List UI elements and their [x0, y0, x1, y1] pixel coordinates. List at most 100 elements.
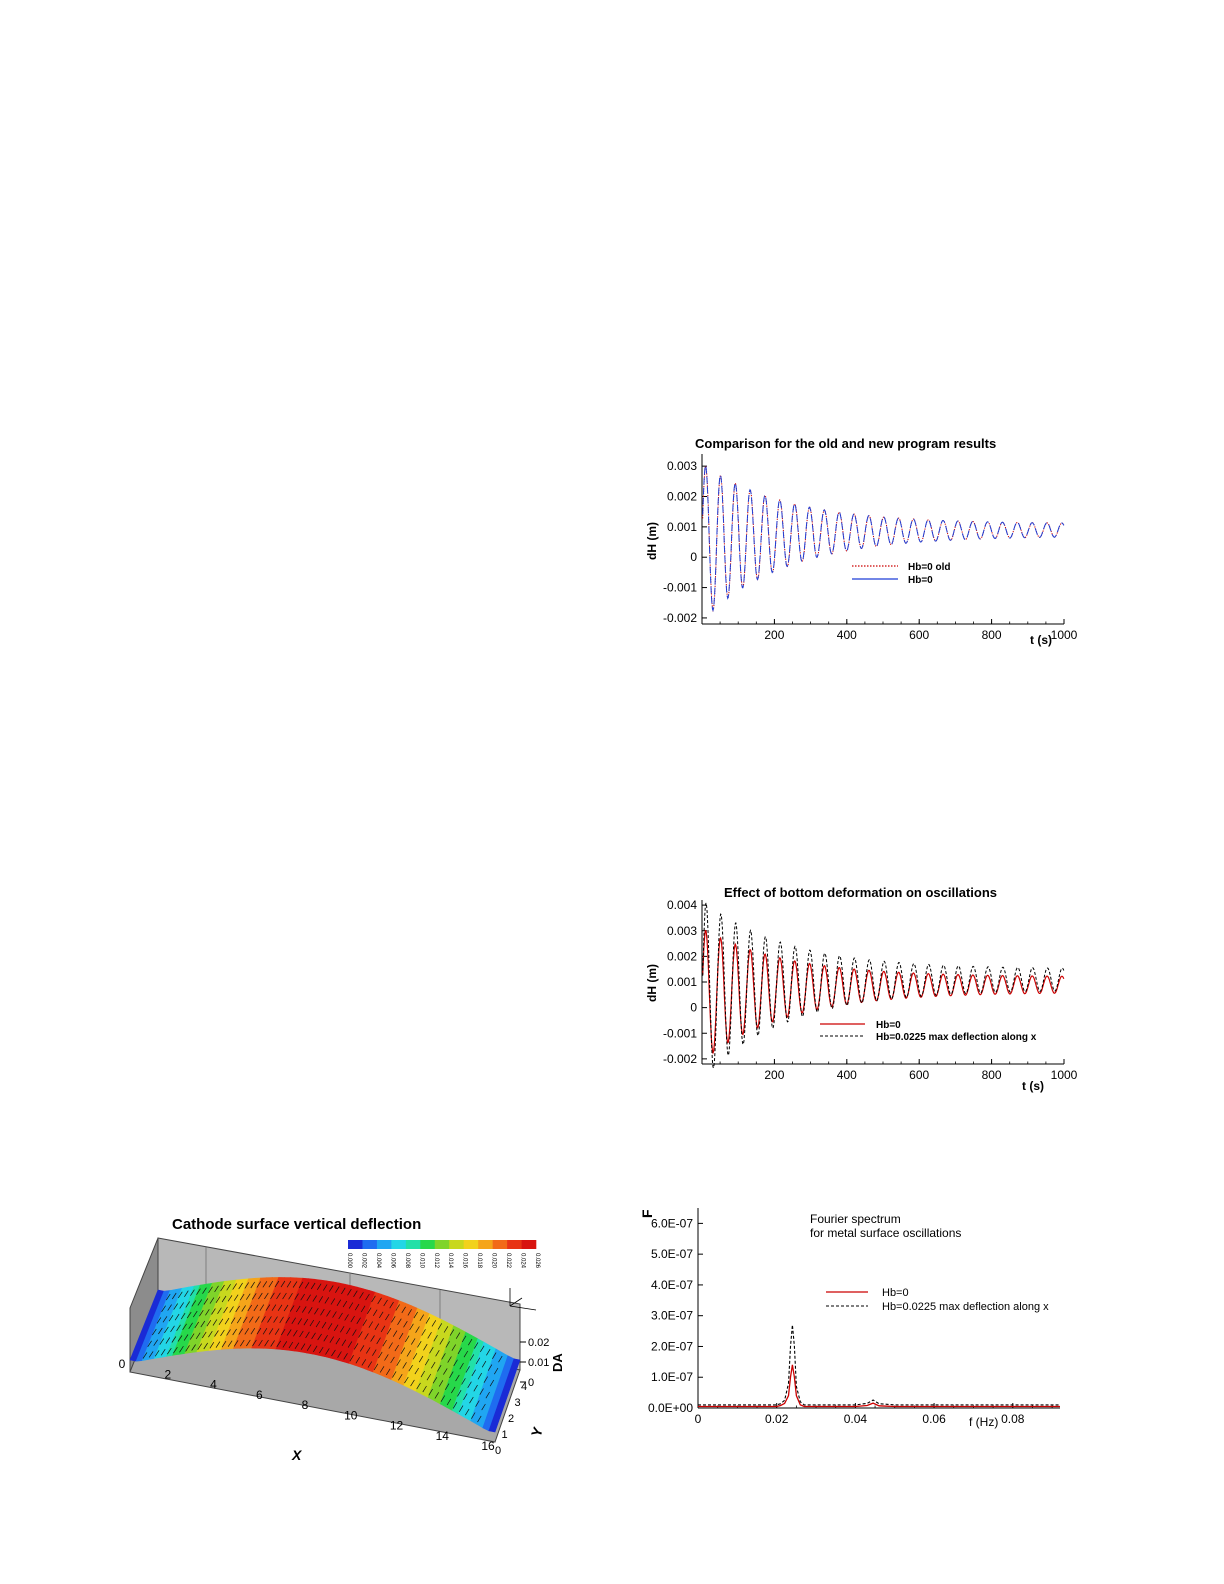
contour-line: [214, 1285, 219, 1293]
contour-line: [252, 1339, 257, 1347]
contour-line: [267, 1316, 272, 1323]
x-ticks: 0 2 4 6 8 10 12 14 16: [119, 1357, 495, 1453]
contour-line: [341, 1339, 347, 1346]
contour-line: [359, 1345, 365, 1352]
contour-line: [347, 1289, 352, 1296]
contour-line: [208, 1286, 213, 1293]
contour-line: [247, 1304, 252, 1312]
contour-line: [261, 1316, 266, 1323]
legend-label-hb0-old: Hb=0 old: [908, 562, 951, 573]
contour-line: [265, 1304, 271, 1311]
series-hb0: [698, 1364, 1060, 1408]
contour-line: [475, 1400, 480, 1407]
contour-line: [205, 1309, 210, 1316]
contour-line: [268, 1280, 274, 1288]
contour-line: [469, 1354, 475, 1361]
contour-line: [410, 1379, 415, 1387]
contour-line: [459, 1362, 464, 1370]
contour-line: [392, 1371, 397, 1378]
contour-line: [202, 1331, 207, 1339]
x-axis-label: t (s): [1030, 633, 1052, 647]
contour-line: [233, 1294, 239, 1301]
chart-title: Comparison for the old and new program r…: [695, 436, 996, 451]
y-tick-label: 0.002: [667, 949, 697, 963]
contour-line: [358, 1331, 363, 1338]
contour-line: [428, 1388, 433, 1396]
contour-line: [391, 1316, 396, 1323]
contour-line: [340, 1326, 345, 1333]
contour-line: [156, 1317, 162, 1324]
y-axis-label: F: [639, 1209, 655, 1218]
contour-line: [475, 1357, 481, 1365]
contour-line: [366, 1347, 371, 1354]
colorbar-swatch: [521, 1240, 537, 1249]
contour-line: [451, 1344, 456, 1351]
contour-line: [379, 1366, 385, 1373]
contour-line: [487, 1364, 493, 1371]
contour-line: [277, 1304, 283, 1311]
contour-line: [170, 1325, 175, 1333]
contour-line: [218, 1318, 224, 1325]
contour-line: [162, 1316, 168, 1323]
contour-line: [167, 1304, 172, 1311]
contour-line: [352, 1329, 357, 1336]
contour-line: [209, 1297, 215, 1304]
contour-line: [443, 1326, 449, 1333]
y-tick-label: 0.003: [667, 924, 697, 938]
x-tick-label: 0: [119, 1357, 126, 1371]
contour-line: [154, 1350, 160, 1357]
colorbar-label: 0.004: [375, 1253, 381, 1269]
contour-line: [443, 1368, 448, 1375]
contour-line: [323, 1335, 328, 1342]
colorbar-label: 0.016: [462, 1253, 468, 1269]
contour-line: [332, 1311, 337, 1318]
contour-line: [452, 1402, 458, 1409]
contour-line: [308, 1307, 313, 1314]
y-tick-label: 6.0E-07: [651, 1216, 693, 1230]
contour-line: [431, 1361, 436, 1369]
contour-line: [432, 1377, 438, 1384]
x-tick-label: 8: [302, 1398, 309, 1412]
colorbar-swatch: [492, 1240, 508, 1249]
contour-line: [283, 1304, 289, 1312]
contour-line: [255, 1316, 260, 1323]
contour-line: [461, 1378, 466, 1385]
contour-line: [413, 1311, 418, 1319]
contour-line: [324, 1297, 330, 1304]
contour-line: [211, 1308, 216, 1315]
colorbar-swatch: [391, 1240, 407, 1249]
y-tick-label: 0.002: [667, 490, 697, 504]
y-tick-label: 0.001: [667, 520, 697, 534]
colorbar-label: 0.010: [418, 1253, 424, 1269]
contour-line: [232, 1328, 237, 1336]
contour-line: [305, 1331, 310, 1339]
chart-cathode-deflection-svg: Cathode surface vertical deflection 0.00…: [119, 1216, 565, 1463]
contour-line: [226, 1284, 231, 1291]
contour-line: [335, 1286, 340, 1293]
contour-line: [457, 1347, 463, 1355]
contour-line: [206, 1320, 212, 1327]
colorbar-label: 0.026: [534, 1253, 540, 1269]
contour-line: [184, 1290, 189, 1297]
contour-line: [203, 1342, 208, 1350]
contour-line: [312, 1295, 317, 1302]
y-tick-label: 0.004: [667, 898, 697, 912]
contour-line: [310, 1282, 316, 1290]
contour-line: [492, 1352, 497, 1359]
contour-line: [389, 1301, 394, 1309]
orientation-axes-icon: [509, 1288, 537, 1311]
contour-line: [176, 1324, 181, 1331]
surface-strip: [488, 1358, 521, 1433]
contour-line: [418, 1355, 424, 1363]
contour-line: [315, 1320, 321, 1328]
contour-line: [409, 1323, 414, 1331]
contour-line: [280, 1280, 286, 1288]
z-axis-label: DA: [550, 1353, 565, 1372]
contour-line: [191, 1300, 197, 1307]
contour-line: [250, 1328, 256, 1335]
x-tick-label: 12: [390, 1419, 404, 1433]
contour-line: [483, 1376, 489, 1383]
y-tick-label: 0: [690, 1001, 697, 1015]
contour-line: [298, 1281, 304, 1289]
contour-line: [189, 1333, 195, 1340]
